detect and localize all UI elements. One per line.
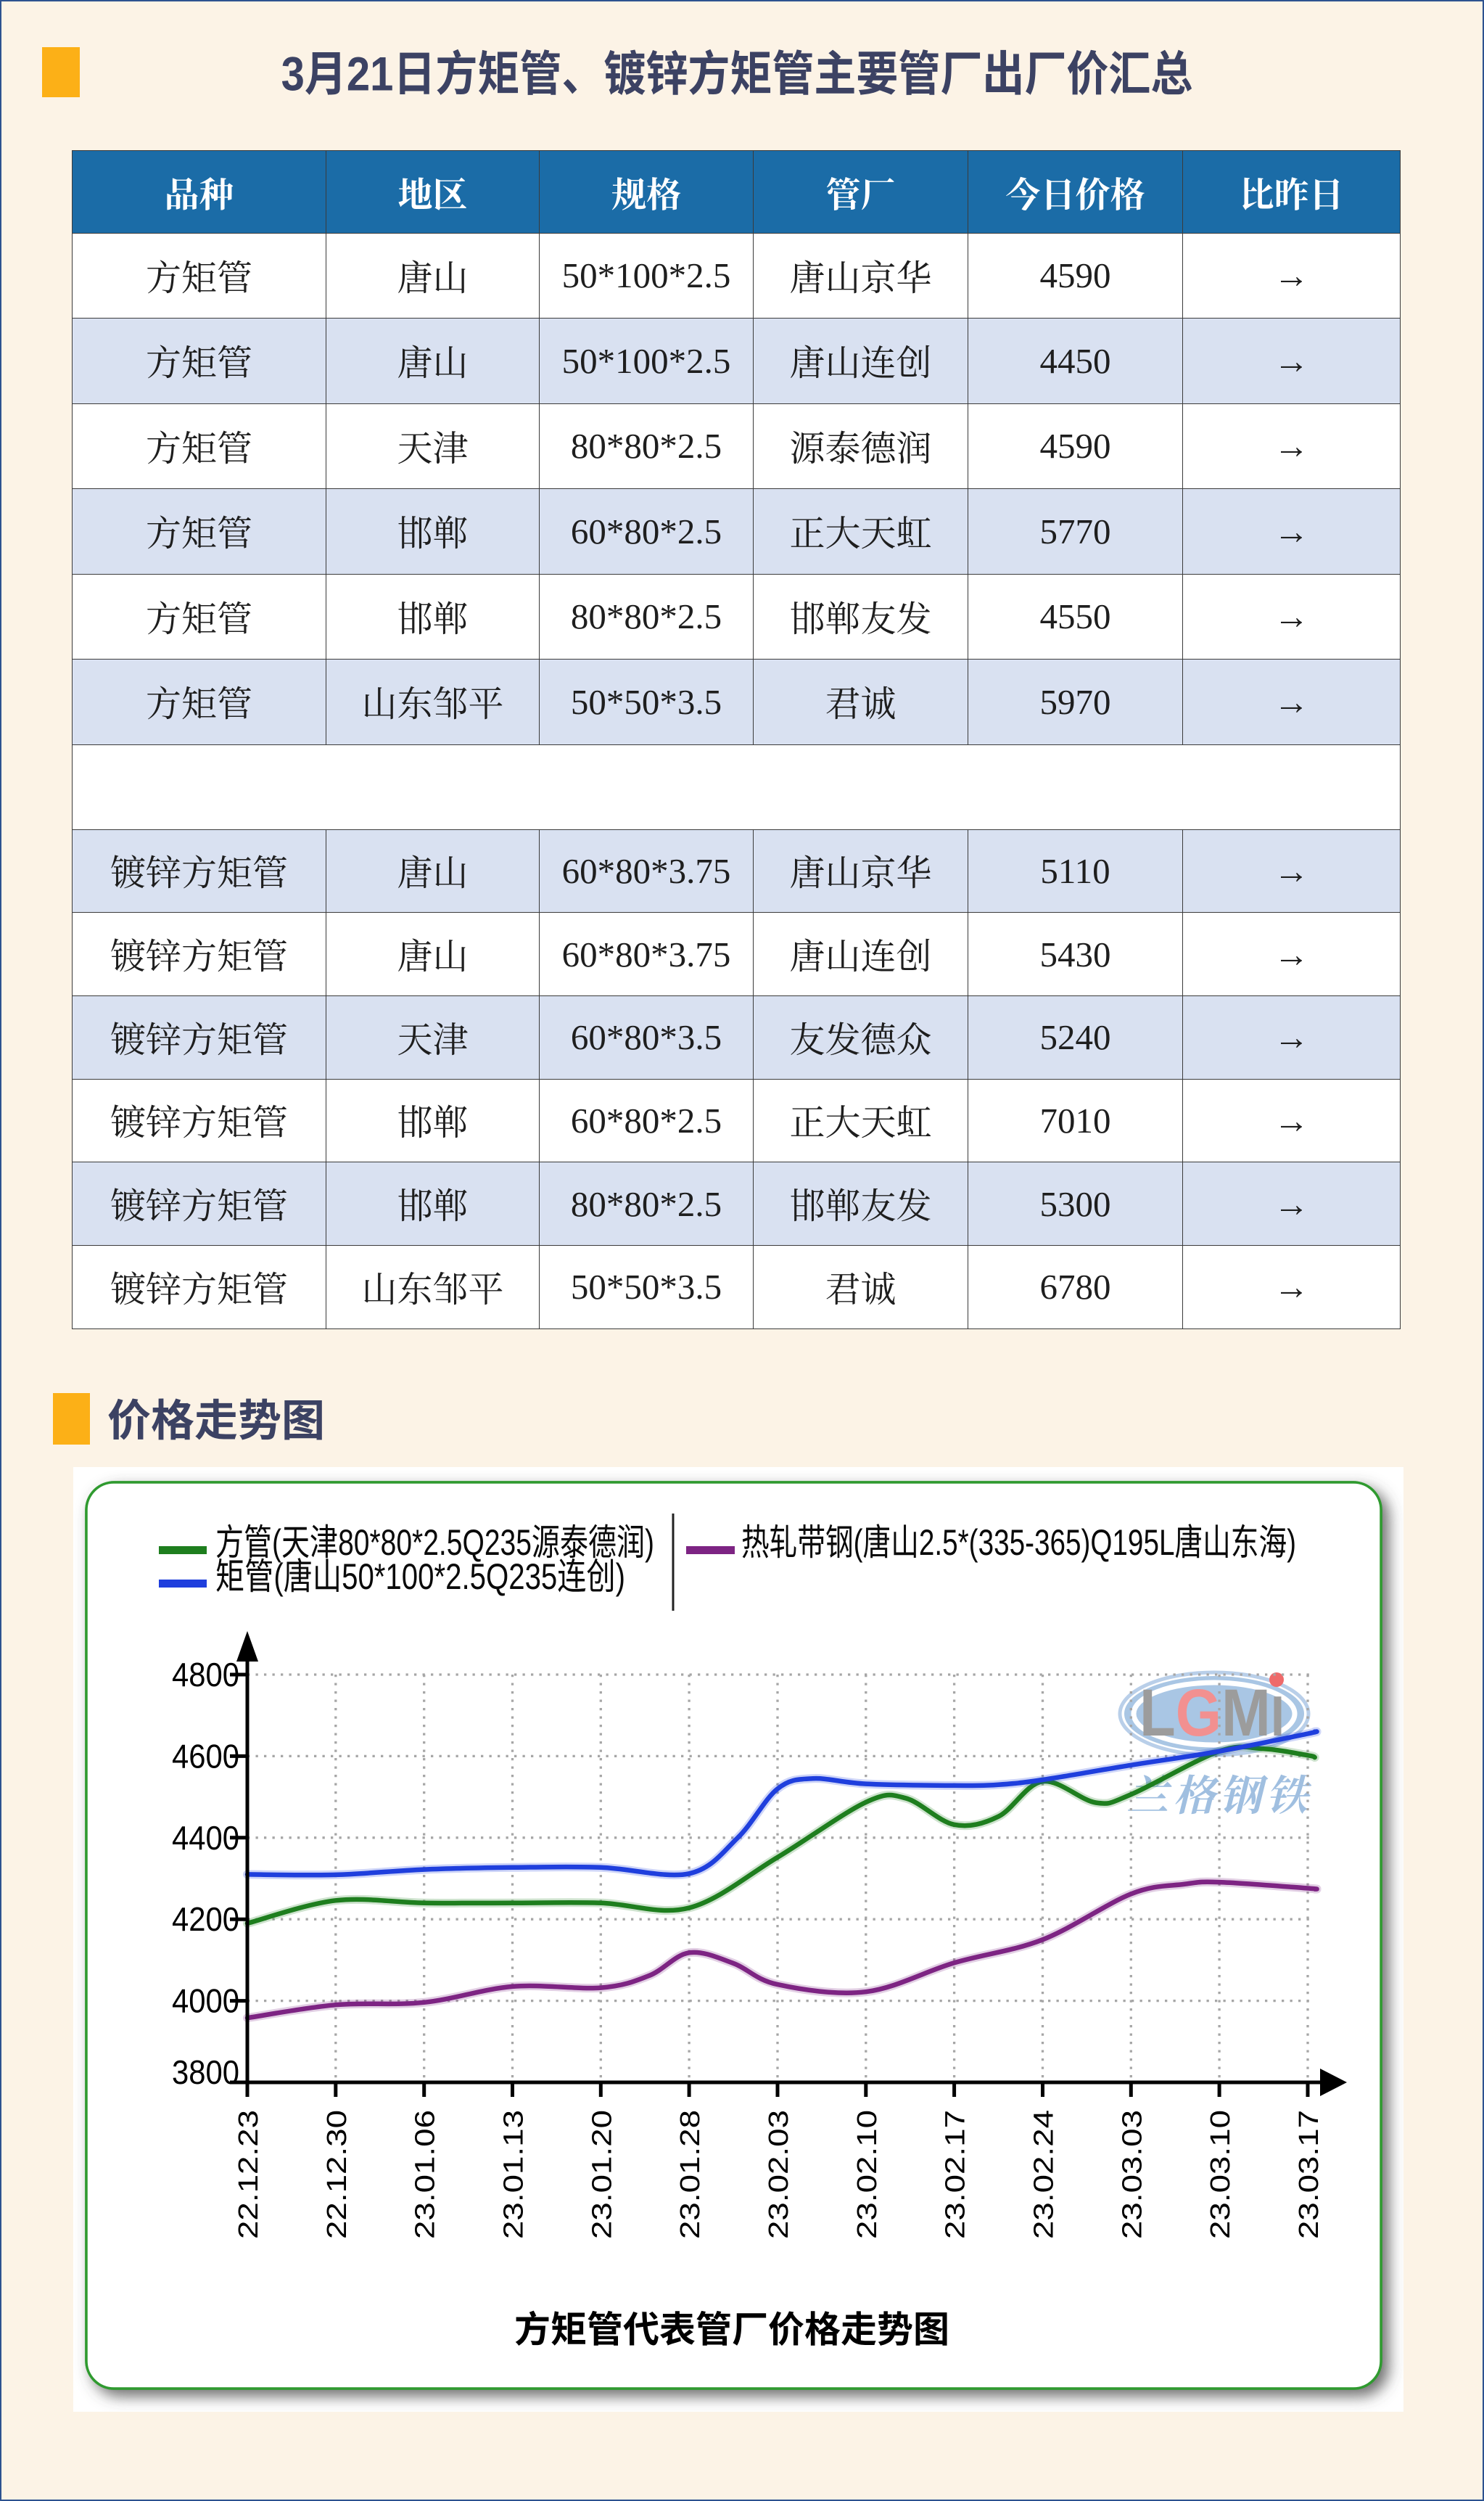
svg-text:23.02.03: 23.02.03 <box>764 2110 794 2239</box>
svg-text:23.02.17: 23.02.17 <box>941 2110 971 2239</box>
svg-text:3800: 3800 <box>172 2053 239 2091</box>
svg-text:23.03.17: 23.03.17 <box>1294 2110 1324 2239</box>
svg-text:23.03.03: 23.03.03 <box>1117 2110 1147 2239</box>
svg-text:方矩管代表管厂价格走势图: 方矩管代表管厂价格走势图 <box>514 2309 949 2350</box>
svg-text:矩管(唐山50*100*2.5Q235连创): 矩管(唐山50*100*2.5Q235连创) <box>215 1556 625 1597</box>
svg-text:4600: 4600 <box>172 1737 239 1775</box>
svg-text:LGMI: LGMI <box>1139 1676 1285 1750</box>
svg-text:23.02.24: 23.02.24 <box>1029 2110 1060 2239</box>
svg-text:4800: 4800 <box>172 1656 239 1693</box>
svg-text:方管(天津80*80*2.5Q235源泰德润): 方管(天津80*80*2.5Q235源泰德润) <box>215 1522 654 1563</box>
svg-text:4000: 4000 <box>172 1982 239 2020</box>
svg-text:4400: 4400 <box>172 1819 239 1857</box>
svg-text:23.01.06: 23.01.06 <box>411 2110 441 2239</box>
svg-text:23.01.20: 23.01.20 <box>587 2110 617 2239</box>
svg-text:23.03.10: 23.03.10 <box>1205 2110 1236 2239</box>
svg-text:23.02.10: 23.02.10 <box>852 2110 883 2239</box>
svg-text:热轧带钢(唐山2.5*(335-365)Q195L唐山东海): 热轧带钢(唐山2.5*(335-365)Q195L唐山东海) <box>741 1522 1296 1563</box>
svg-text:4200: 4200 <box>172 1900 239 1938</box>
svg-text:23.01.13: 23.01.13 <box>499 2110 529 2239</box>
svg-text:23.01.28: 23.01.28 <box>675 2110 706 2239</box>
svg-text:22.12.23: 22.12.23 <box>234 2110 264 2239</box>
svg-text:22.12.30: 22.12.30 <box>322 2110 353 2239</box>
